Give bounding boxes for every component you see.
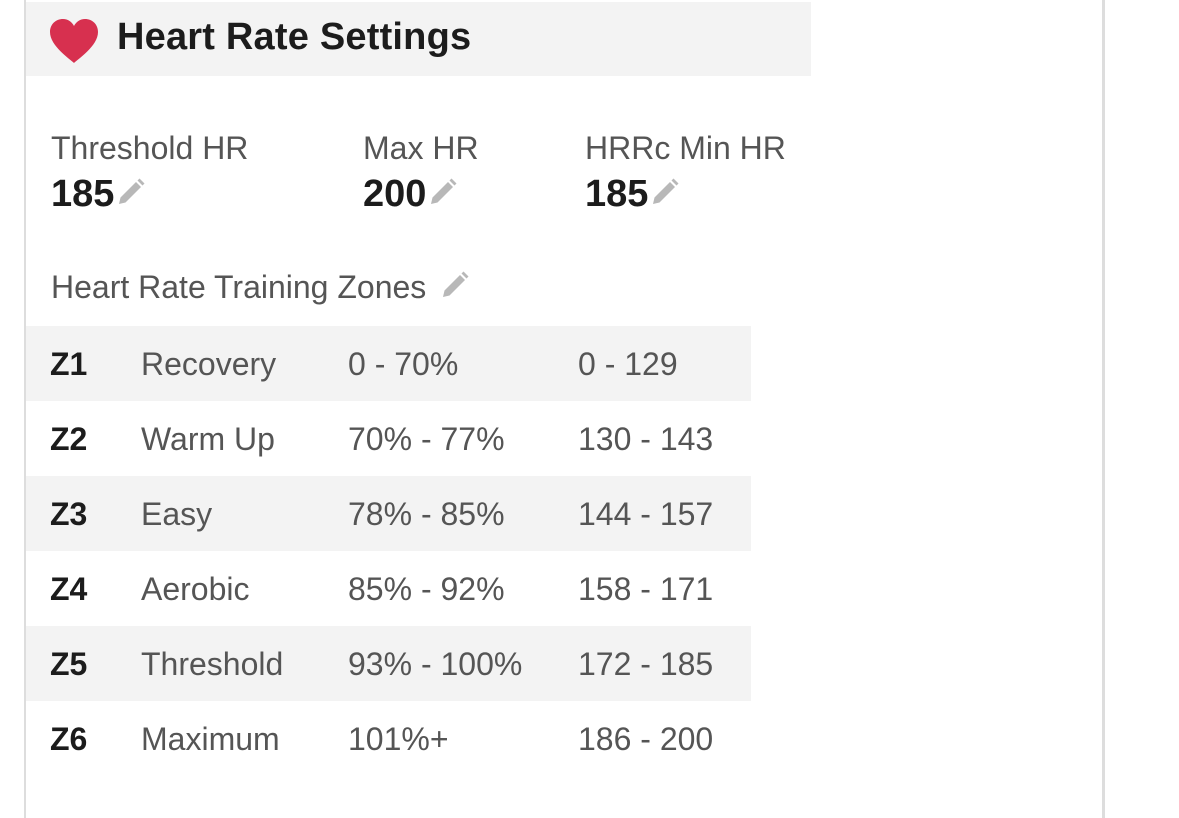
zone-id: Z5	[50, 646, 88, 682]
max-hr-value: 200	[363, 173, 427, 215]
panel-header	[26, 2, 811, 76]
zone-id: Z2	[50, 421, 88, 457]
training-zones-title: Heart Rate Training Zones	[51, 269, 427, 305]
threshold-hr-stat: Threshold HR 185	[51, 128, 248, 218]
zone-percent-range: 101%+	[348, 721, 449, 757]
hrrc-min-hr-label: HRRc Min HR	[585, 130, 786, 166]
zone-name: Easy	[141, 496, 213, 532]
zone-row-z3: Z3 Easy 78% - 85% 144 - 157	[26, 476, 751, 551]
zone-bpm-range: 0 - 129	[578, 346, 678, 382]
zone-id: Z3	[50, 496, 88, 532]
zone-percent-range: 85% - 92%	[348, 571, 505, 607]
zone-name: Recovery	[141, 346, 277, 382]
zone-row-z2: Z2 Warm Up 70% - 77% 130 - 143	[26, 401, 751, 476]
zone-name: Aerobic	[141, 571, 250, 607]
hrrc-min-hr-stat: HRRc Min HR 185	[585, 128, 786, 218]
zone-id: Z1	[50, 346, 88, 382]
edit-hrrc-min-hr-pencil-icon[interactable]	[650, 177, 680, 207]
hrrc-min-hr-value: 185	[585, 173, 649, 215]
zone-name: Threshold	[141, 646, 284, 682]
training-zones-table: Z1 Recovery 0 - 70% 0 - 129 Z2 Warm Up 7…	[26, 326, 751, 776]
zone-percent-range: 0 - 70%	[348, 346, 459, 382]
zone-row-z6: Z6 Maximum 101%+ 186 - 200	[26, 701, 751, 776]
heart-icon	[50, 19, 98, 63]
zone-name: Maximum	[141, 721, 280, 757]
max-hr-stat: Max HR 200	[363, 128, 479, 218]
zone-percent-range: 78% - 85%	[348, 496, 505, 532]
zone-name: Warm Up	[141, 421, 275, 457]
threshold-hr-value: 185	[51, 173, 115, 215]
zone-row-z5: Z5 Threshold 93% - 100% 172 - 185	[26, 626, 751, 701]
threshold-hr-label: Threshold HR	[51, 130, 249, 166]
zone-bpm-range: 144 - 157	[578, 496, 714, 532]
panel-title: Heart Rate Settings	[117, 16, 472, 58]
zone-id: Z4	[50, 571, 88, 607]
training-zones-heading: Heart Rate Training Zones	[51, 266, 470, 308]
panel-right-border	[1102, 0, 1105, 818]
zone-bpm-range: 158 - 171	[578, 571, 714, 607]
zone-percent-range: 93% - 100%	[348, 646, 523, 682]
edit-training-zones-pencil-icon[interactable]	[440, 270, 470, 300]
zone-row-z1: Z1 Recovery 0 - 70% 0 - 129	[26, 326, 751, 401]
zone-bpm-range: 130 - 143	[578, 421, 714, 457]
edit-threshold-hr-pencil-icon[interactable]	[116, 177, 146, 207]
zone-id: Z6	[50, 721, 88, 757]
zone-percent-range: 70% - 77%	[348, 421, 505, 457]
zone-bpm-range: 172 - 185	[578, 646, 714, 682]
max-hr-label: Max HR	[363, 130, 479, 166]
zone-row-z4: Z4 Aerobic 85% - 92% 158 - 171	[26, 551, 751, 626]
panel-left-border	[24, 0, 26, 818]
zone-bpm-range: 186 - 200	[578, 721, 714, 757]
edit-max-hr-pencil-icon[interactable]	[428, 177, 458, 207]
